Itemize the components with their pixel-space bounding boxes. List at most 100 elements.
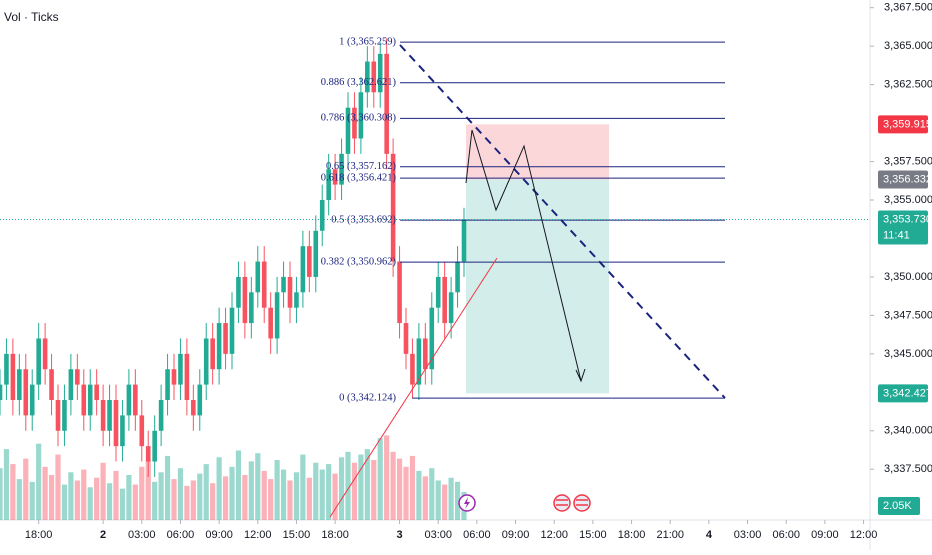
volume-bar xyxy=(338,457,345,520)
volume-bar xyxy=(222,476,229,520)
volume-bar xyxy=(36,443,42,520)
candle-body xyxy=(158,400,164,431)
candle-body xyxy=(410,353,415,385)
volume-bar xyxy=(203,464,209,520)
fib-label: 0.5 (3,353.692) xyxy=(331,215,396,226)
candle-body xyxy=(49,369,54,400)
volume-bar xyxy=(23,458,29,520)
x-tick-label: 03:00 xyxy=(128,529,156,541)
volume-bar xyxy=(435,480,441,520)
price-timer: 11:41 xyxy=(883,229,910,241)
candle-body xyxy=(29,384,35,416)
candle-body xyxy=(191,400,196,416)
candle-body xyxy=(223,323,228,354)
candle-body xyxy=(294,292,299,308)
volume-bar xyxy=(29,481,35,520)
volume-bar xyxy=(119,488,126,520)
volume-bar xyxy=(242,475,248,520)
fib-label: 1 (3,365.259) xyxy=(339,37,396,48)
candle-body xyxy=(203,338,209,385)
candle-body xyxy=(255,261,261,293)
candle-body xyxy=(403,323,409,354)
candle-body xyxy=(4,353,9,385)
price-label: 3,342.427 xyxy=(883,387,932,399)
volume-bar xyxy=(216,457,222,520)
candle-body xyxy=(210,338,215,370)
candle-body xyxy=(261,261,267,308)
candle-body xyxy=(365,61,370,93)
candle-body xyxy=(107,400,112,431)
volume-bar xyxy=(377,438,383,520)
candle-body xyxy=(178,353,183,385)
volume-bar xyxy=(351,462,358,520)
candle-body xyxy=(313,230,319,277)
lightning-icon xyxy=(464,497,470,509)
volume-bar xyxy=(261,470,267,520)
candle-body xyxy=(216,323,222,370)
candle-body xyxy=(274,292,280,339)
candle-body xyxy=(461,219,467,262)
volume-bar xyxy=(145,460,151,520)
target-zone xyxy=(466,179,609,394)
candle-body xyxy=(442,276,447,324)
candle-body xyxy=(455,261,460,293)
fib-label: 0.65 (3,357.162) xyxy=(326,161,396,172)
volume-bar xyxy=(164,455,171,520)
volume-bar xyxy=(16,479,22,520)
x-tick-label: 21:00 xyxy=(656,529,684,541)
candle-body xyxy=(345,107,351,154)
volume-bar xyxy=(326,464,332,520)
candle-body xyxy=(249,292,254,324)
x-tick-label: 15:00 xyxy=(283,529,311,541)
x-tick-label: 18:00 xyxy=(618,529,646,541)
flag-icon[interactable] xyxy=(553,494,571,512)
fib-label: 0 (3,342.124) xyxy=(339,392,396,403)
x-tick-label: 03:00 xyxy=(424,529,452,541)
x-tick-label: 09:00 xyxy=(205,529,233,541)
price-label-box xyxy=(878,170,928,189)
volume-bar xyxy=(300,454,306,520)
flag-icon[interactable] xyxy=(573,494,591,512)
candle-body xyxy=(423,338,428,370)
volume-label: 2.05K xyxy=(883,500,912,512)
x-tick-label: 06:00 xyxy=(463,529,491,541)
volume-bar xyxy=(454,481,461,520)
candle-body xyxy=(281,276,286,293)
volume-bar xyxy=(197,473,203,520)
volume-bar xyxy=(139,466,145,520)
candle-body xyxy=(10,353,16,400)
volume-bar xyxy=(268,479,274,520)
candle-body xyxy=(68,369,74,400)
candle-body xyxy=(242,276,248,324)
volume-bar xyxy=(274,460,280,520)
price-label: 3,353.730 xyxy=(883,213,932,225)
volume-bar xyxy=(409,455,416,520)
volume-bar xyxy=(0,468,3,520)
volume-bar xyxy=(48,475,55,520)
y-tick-label: 3,362.500 xyxy=(884,79,932,91)
candle-body xyxy=(416,338,422,385)
y-tick-label: 3,345.000 xyxy=(884,348,932,360)
x-tick-label: 12:00 xyxy=(850,529,878,541)
volume-bar xyxy=(364,449,370,520)
candle-body xyxy=(319,200,325,231)
candle-body xyxy=(113,400,119,447)
candle-body xyxy=(75,369,80,385)
volume-bar xyxy=(55,454,61,520)
volume-bar xyxy=(255,453,261,520)
volume-bar xyxy=(190,480,196,520)
volume-bar xyxy=(171,479,177,520)
volume-bar xyxy=(100,462,106,520)
y-tick-label: 3,357.500 xyxy=(884,155,932,167)
candle-body xyxy=(307,246,312,277)
x-tick-label: 09:00 xyxy=(811,529,839,541)
candle-body xyxy=(152,430,157,462)
candle-body xyxy=(165,369,170,400)
price-label-box xyxy=(878,210,928,245)
y-tick-label: 3,367.500 xyxy=(884,2,932,14)
x-tick-label: 3 xyxy=(396,529,402,541)
candle-body xyxy=(435,276,441,308)
volume-bar xyxy=(390,451,396,520)
volume-bar xyxy=(106,483,113,520)
fib-label: 0.382 (3,350.962) xyxy=(321,257,397,268)
